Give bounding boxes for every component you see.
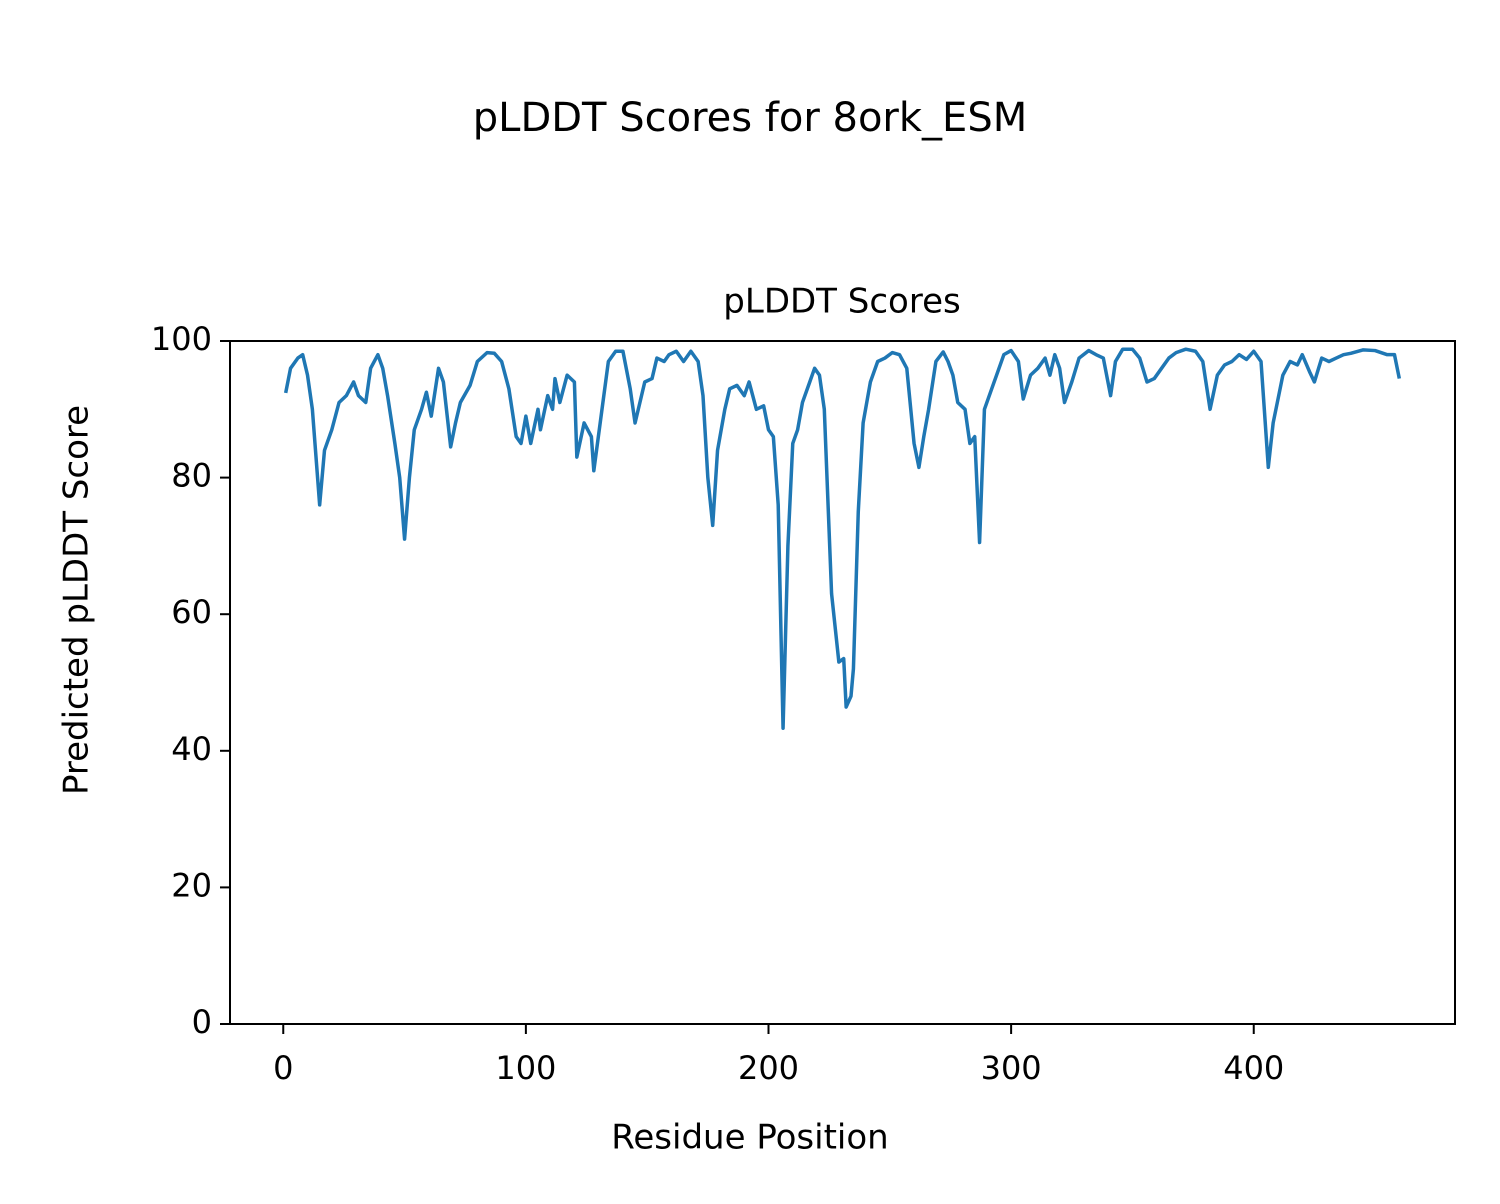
x-axis-label: Residue Position (611, 1118, 888, 1158)
y-tick-label: 0 (192, 1003, 212, 1041)
y-tick-label: 60 (171, 593, 212, 631)
axes-title: pLDDT Scores (723, 282, 960, 322)
data-line (283, 347, 1402, 731)
y-tick-label: 40 (171, 730, 212, 768)
x-tick-label: 300 (981, 1049, 1042, 1087)
y-tick-label: 20 (171, 866, 212, 904)
y-axis-label: Predicted pLDDT Score (57, 405, 97, 795)
y-tick-label: 100 (151, 320, 212, 358)
y-tick-label: 80 (171, 457, 212, 495)
x-tick-label: 100 (495, 1049, 556, 1087)
x-tick-label: 400 (1223, 1049, 1284, 1087)
chart-title: pLDDT Scores for 8ork_ESM (473, 95, 1027, 141)
x-tick-label: 200 (738, 1049, 799, 1087)
plot-frame (229, 340, 1456, 1025)
x-tick-label: 0 (273, 1049, 293, 1087)
